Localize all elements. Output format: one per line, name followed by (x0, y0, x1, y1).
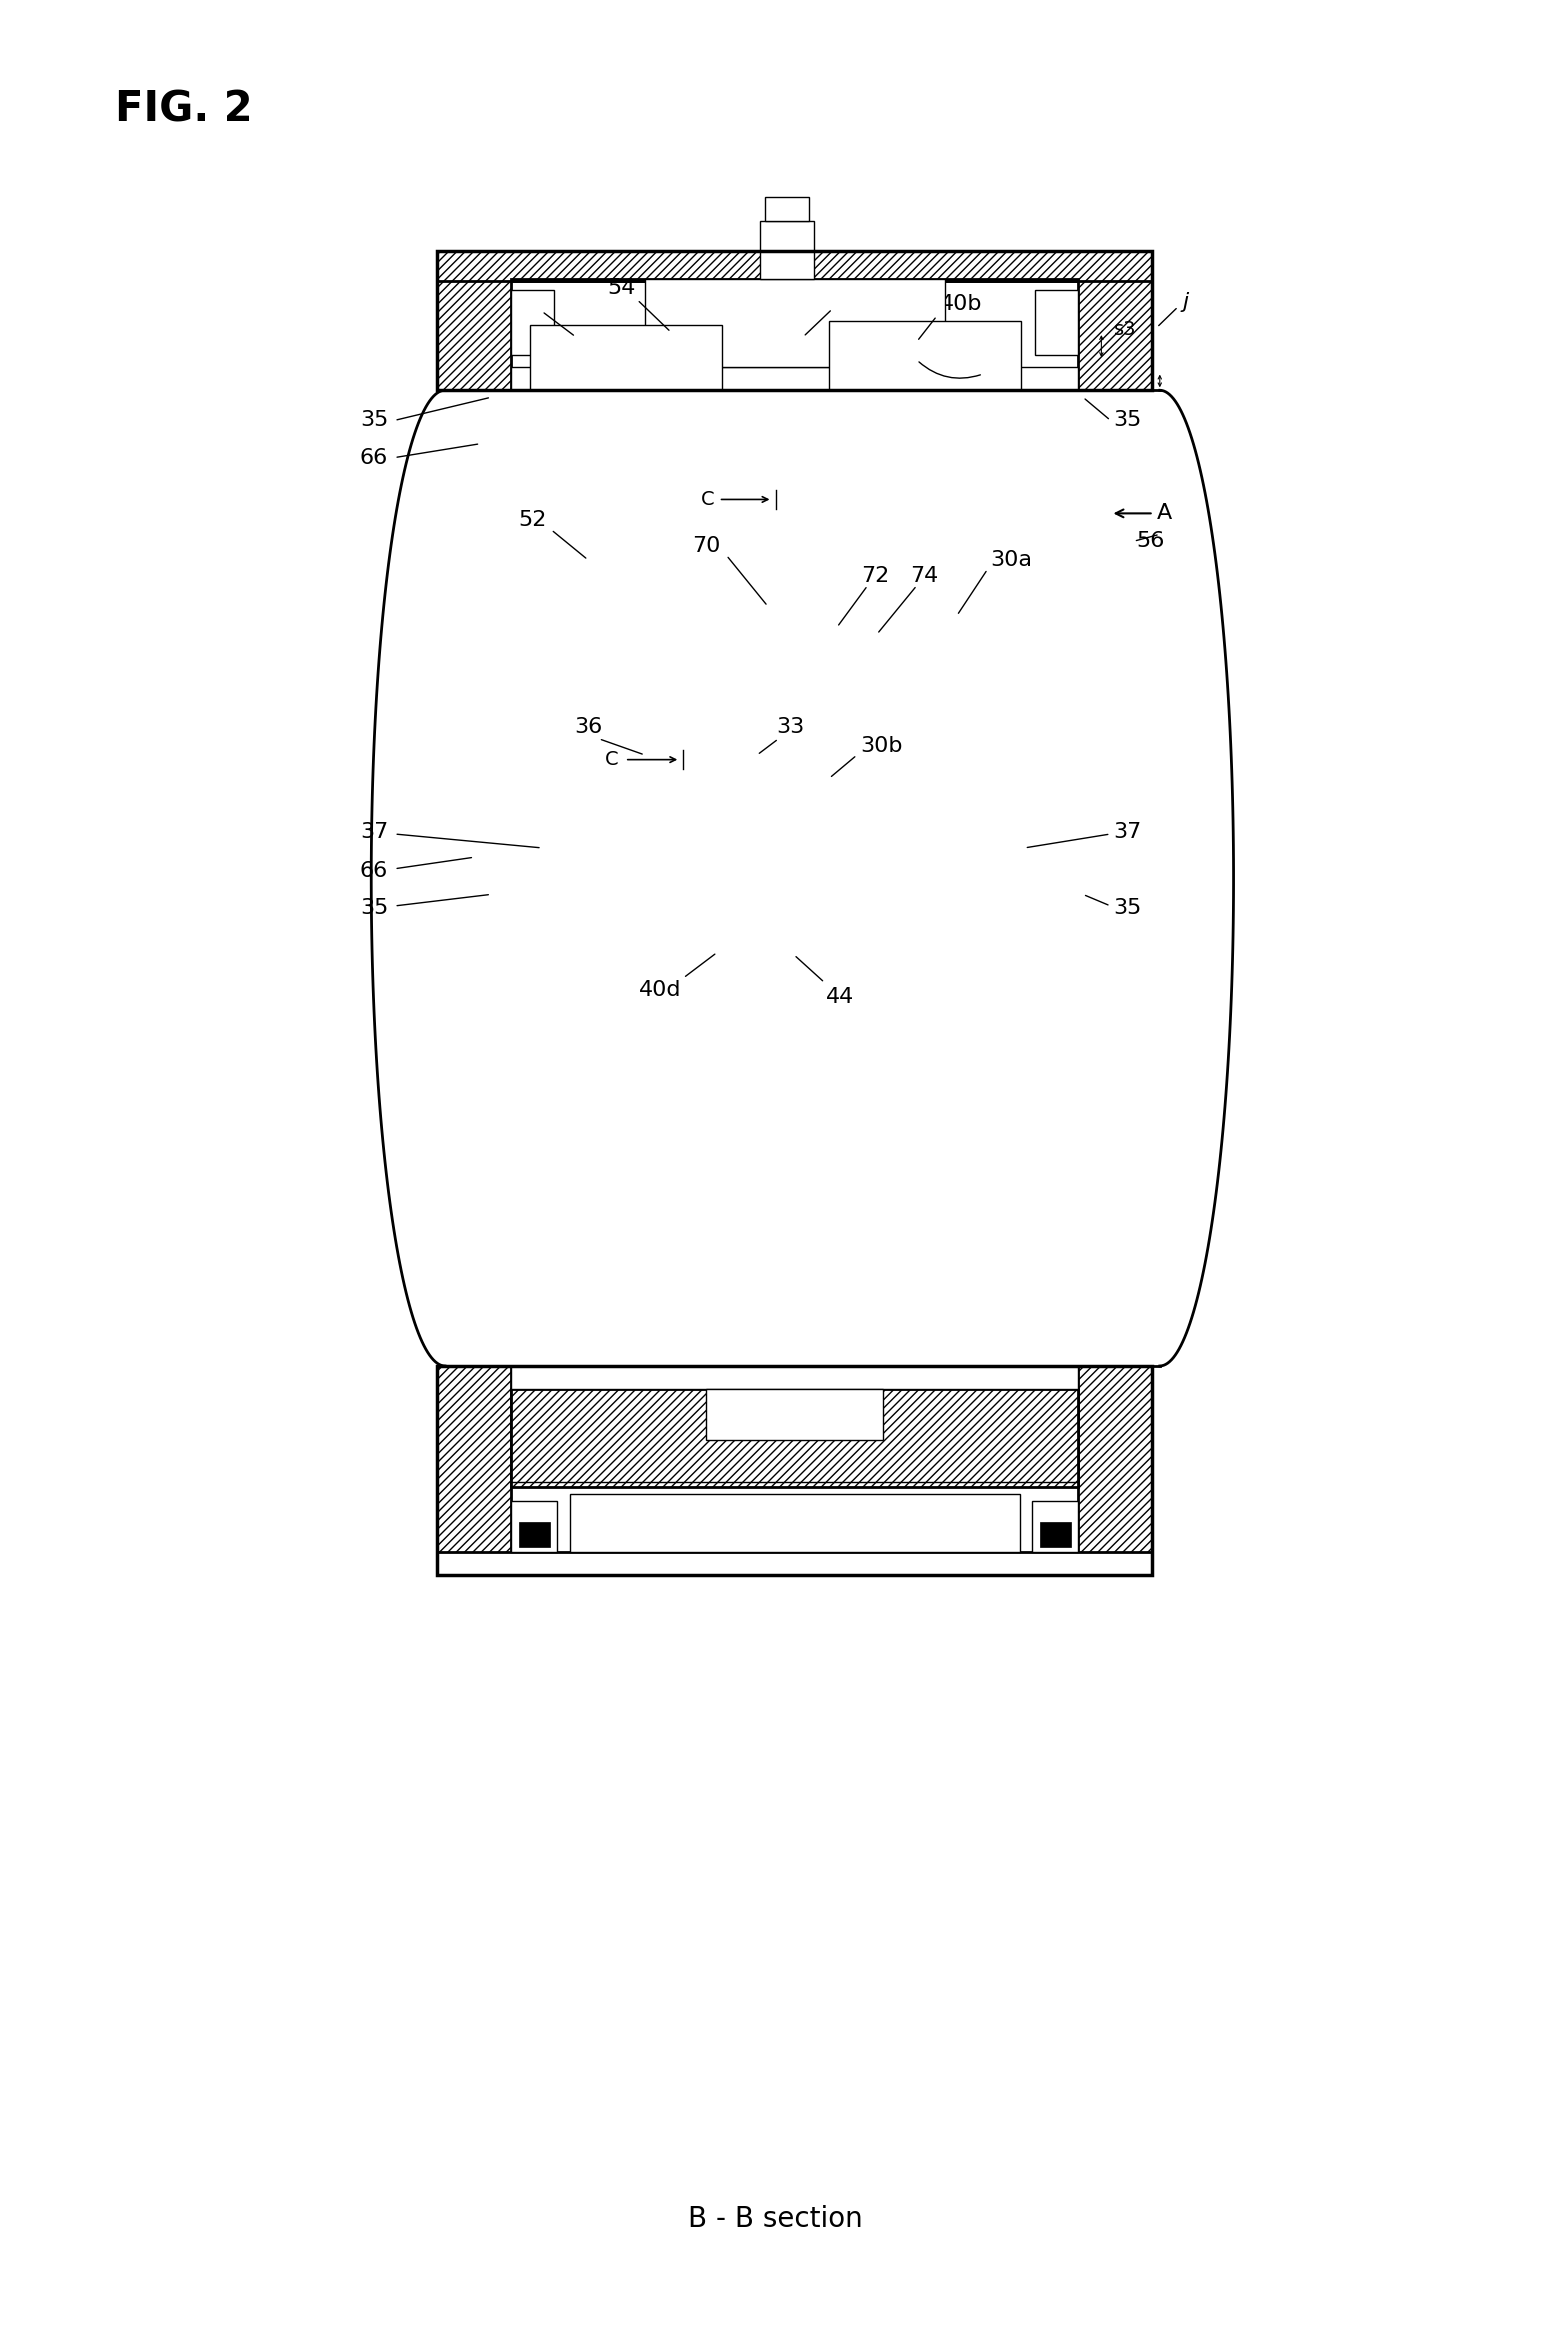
Text: 66: 66 (360, 860, 388, 881)
Text: 52: 52 (518, 509, 548, 530)
Bar (437, 1365, 1152, 1575)
Bar (529, 325, 721, 390)
Text: B - B section: B - B section (689, 2204, 862, 2232)
Bar (569, 1493, 1021, 1552)
Text: C: C (701, 491, 713, 509)
Bar (1078, 1365, 1152, 1575)
Text: 50: 50 (988, 365, 1016, 383)
Bar (512, 1388, 1078, 1486)
Bar (512, 367, 1078, 390)
Text: 35: 35 (360, 411, 388, 430)
Bar (512, 290, 554, 355)
Text: 40b: 40b (940, 294, 982, 313)
Bar (512, 1500, 557, 1552)
Bar (709, 1393, 879, 1435)
Bar (1039, 1521, 1070, 1547)
Bar (512, 1365, 1078, 1388)
Text: 66: 66 (360, 449, 388, 467)
Text: 37: 37 (360, 823, 388, 841)
Text: 30a: 30a (991, 549, 1033, 570)
Text: 72: 72 (861, 566, 890, 587)
Text: 35: 35 (360, 897, 388, 918)
Bar (1078, 250, 1152, 390)
Text: 35: 35 (1114, 411, 1142, 430)
Text: 58: 58 (830, 287, 859, 308)
Text: j: j (1183, 292, 1190, 311)
Text: 56: 56 (1137, 530, 1165, 552)
Text: 54: 54 (608, 278, 636, 299)
Bar (437, 250, 512, 390)
Text: 68: 68 (512, 290, 541, 311)
Bar (645, 278, 945, 367)
Text: 36: 36 (574, 717, 602, 736)
Text: 40d: 40d (639, 979, 681, 1000)
Bar (437, 250, 1152, 280)
Bar (706, 1388, 883, 1440)
Bar (765, 196, 810, 220)
Text: 33: 33 (777, 717, 805, 736)
Text: 30b: 30b (861, 736, 903, 755)
Text: C: C (605, 750, 619, 769)
Bar (437, 250, 1152, 390)
Bar (1035, 290, 1078, 355)
Bar (532, 330, 718, 386)
Text: s3: s3 (1114, 320, 1137, 339)
Text: 37: 37 (1114, 823, 1142, 841)
Text: 35: 35 (1114, 897, 1142, 918)
Bar (830, 320, 1022, 390)
Text: 70: 70 (692, 535, 721, 556)
Bar (833, 325, 1019, 386)
Bar (518, 1521, 549, 1547)
Text: 74: 74 (910, 566, 938, 587)
Text: A: A (1157, 502, 1173, 523)
Text: FIG. 2: FIG. 2 (115, 89, 253, 131)
Text: 44: 44 (827, 986, 855, 1007)
Bar (437, 1365, 512, 1575)
Bar (437, 1552, 1152, 1575)
Bar (1033, 1500, 1078, 1552)
Bar (760, 220, 814, 278)
